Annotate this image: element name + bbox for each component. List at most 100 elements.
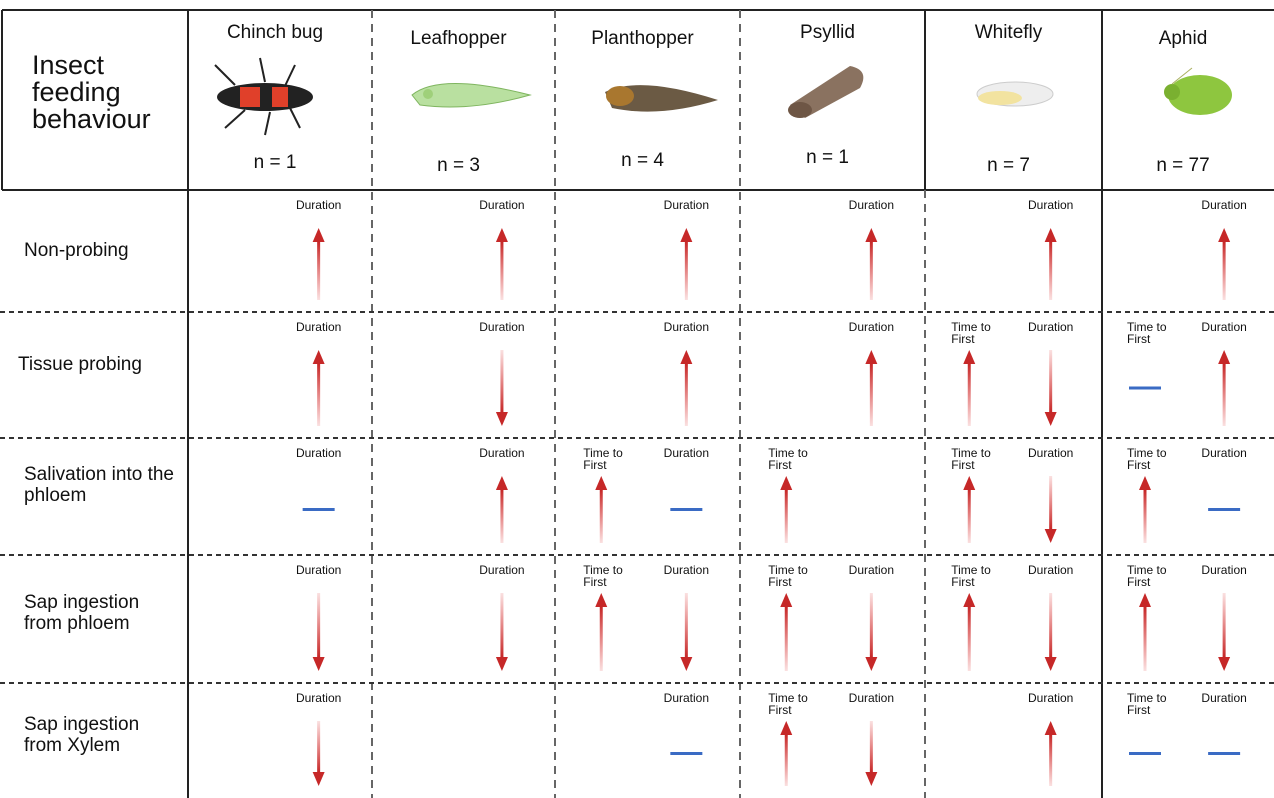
cell-label: Duration — [1027, 198, 1074, 212]
arrow-up — [1218, 228, 1231, 242]
arrow-down — [1218, 657, 1231, 671]
cell-label: Time to First — [583, 446, 623, 472]
sample-size: n = 3 — [437, 155, 480, 176]
arrow-up — [780, 721, 793, 735]
arrow-up — [1139, 593, 1151, 607]
cell-label: Duration — [479, 320, 525, 334]
cell-label: Duration — [663, 446, 710, 460]
cell-label: Duration — [663, 198, 710, 212]
arrow-down — [495, 657, 508, 671]
sample-size: n = 1 — [253, 152, 297, 173]
cell-label: Duration — [1027, 320, 1074, 334]
column-name: Leafhopper — [410, 28, 507, 49]
arrow-shaft — [1222, 364, 1226, 426]
cell-label: Duration — [1027, 691, 1074, 705]
row-label: Non-probing — [24, 240, 129, 261]
arrow-up — [680, 228, 693, 242]
arrow-up — [312, 350, 325, 364]
cell-label: Time to First — [768, 563, 808, 589]
column-name: Whitefly — [974, 22, 1043, 43]
arrow-down — [495, 412, 508, 426]
arrow-up — [780, 593, 793, 607]
cell-label: Duration — [848, 320, 895, 334]
cell-label: Time to First — [951, 563, 991, 589]
arrow-up — [595, 593, 608, 607]
arrow-shaft — [599, 607, 603, 671]
cell-label: Duration — [663, 691, 710, 705]
cell-label: Duration — [295, 563, 342, 577]
cell-label: Time to First — [1127, 691, 1167, 717]
arrow-up — [963, 476, 976, 490]
row-label: Sap ingestion from phloem — [24, 592, 140, 634]
cell-label: Duration — [479, 198, 525, 212]
cell-label: Duration — [295, 320, 342, 334]
row-label: Salivation into the phloem — [24, 464, 174, 506]
arrow-shaft — [1049, 593, 1053, 657]
arrow-up — [680, 350, 693, 364]
arrow-down — [1044, 529, 1057, 543]
cell-label: Time to First — [768, 691, 808, 717]
arrow-up — [595, 476, 608, 490]
arrow-shaft — [1049, 350, 1053, 412]
cell-label: Duration — [1201, 691, 1247, 705]
arrow-up — [1044, 721, 1057, 735]
cell-label: Duration — [848, 563, 895, 577]
arrow-shaft — [500, 490, 504, 543]
cell-label: Duration — [663, 563, 710, 577]
arrow-shaft — [869, 593, 873, 657]
sample-size: n = 1 — [806, 147, 849, 168]
arrow-shaft — [967, 607, 971, 671]
column-name: Psyllid — [800, 22, 855, 43]
arrow-down — [312, 657, 325, 671]
cell-label: Time to First — [1127, 320, 1167, 346]
arrow-down — [312, 772, 325, 786]
arrow-shaft — [784, 490, 788, 543]
arrow-up — [1044, 228, 1057, 242]
column-name: Chinch bug — [226, 22, 324, 43]
cell-label: Time to First — [951, 320, 991, 346]
cell-label: Duration — [1201, 563, 1247, 577]
cell-label: Duration — [479, 446, 525, 460]
arrow-shaft — [684, 242, 688, 300]
cell-label: Duration — [1201, 446, 1247, 460]
arrow-down — [865, 657, 878, 671]
cell-label: Duration — [848, 198, 895, 212]
arrow-shaft — [599, 490, 603, 543]
arrow-up — [865, 228, 878, 242]
cell-label: Duration — [1027, 446, 1074, 460]
arrow-up — [495, 476, 508, 490]
insect-icons — [214, 57, 1232, 136]
arrow-shaft — [784, 607, 788, 671]
arrow-shaft — [967, 364, 971, 426]
cell-label: Duration — [295, 446, 342, 460]
arrow-shaft — [317, 593, 321, 657]
cell-label: Duration — [1201, 320, 1247, 334]
arrow-shaft — [684, 364, 688, 426]
header-title: Insect feeding behaviour — [32, 50, 151, 134]
arrow-shaft — [1049, 242, 1053, 300]
arrow-up — [963, 593, 976, 607]
arrow-down — [1044, 657, 1057, 671]
arrow-shaft — [500, 242, 504, 300]
cell-label: Time to First — [583, 563, 623, 589]
cell-label: Duration — [848, 691, 895, 705]
arrow-shaft — [1222, 242, 1226, 300]
arrow-shaft — [869, 364, 873, 426]
arrow-up — [865, 350, 878, 364]
arrow-shaft — [869, 242, 873, 300]
arrow-shaft — [869, 721, 873, 772]
arrow-up — [1139, 476, 1151, 490]
row-label: Sap ingestion from Xylem — [24, 714, 140, 756]
sample-size: n = 4 — [621, 150, 664, 171]
cell-label: Time to First — [1127, 446, 1167, 472]
arrow-up — [1218, 350, 1231, 364]
arrow-up — [963, 350, 976, 364]
arrow-shaft — [684, 593, 688, 657]
cell-label: Time to First — [768, 446, 808, 472]
row-label: Tissue probing — [18, 354, 142, 375]
cell-label: Duration — [295, 691, 342, 705]
arrow-down — [865, 772, 878, 786]
cell-label: Time to First — [1127, 563, 1167, 589]
